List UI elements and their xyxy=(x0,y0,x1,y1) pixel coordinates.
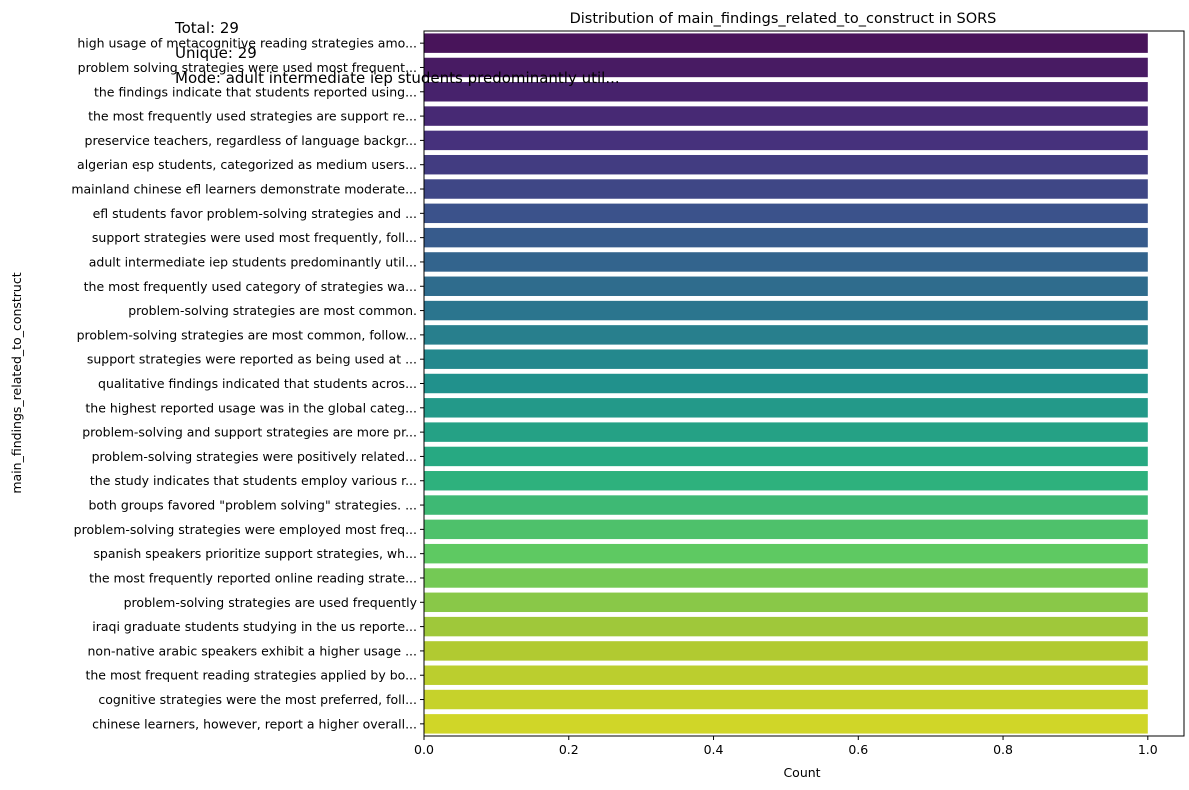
bar xyxy=(424,349,1148,369)
x-tick-label: 0.6 xyxy=(848,742,868,757)
bar xyxy=(424,154,1148,175)
y-tick-label: qualitative findings indicated that stud… xyxy=(98,376,417,391)
bar xyxy=(424,130,1148,151)
x-tick-label: 0.4 xyxy=(704,742,724,757)
y-tick-label: algerian esp students, categorized as me… xyxy=(77,157,417,172)
y-tick-label: the most frequently used category of str… xyxy=(84,279,417,294)
y-tick-label: problem-solving strategies are most comm… xyxy=(77,327,417,342)
y-tick-label: adult intermediate iep students predomin… xyxy=(89,254,417,269)
y-tick-label: the highest reported usage was in the gl… xyxy=(85,400,417,415)
stats-total: Total: 29 xyxy=(175,19,239,37)
y-tick-label: non-native arabic speakers exhibit a hig… xyxy=(88,643,418,658)
y-tick-label: support strategies were reported as bein… xyxy=(87,352,417,367)
y-tick-label: mainland chinese efl learners demonstrat… xyxy=(71,182,417,197)
y-tick-label: spanish speakers prioritize support stra… xyxy=(93,546,417,561)
stats-unique: Unique: 29 xyxy=(175,44,257,62)
bar xyxy=(424,106,1148,126)
bar xyxy=(424,373,1148,394)
bar xyxy=(424,82,1148,102)
bar xyxy=(424,471,1148,491)
bar xyxy=(424,446,1148,467)
bar xyxy=(424,689,1148,710)
y-tick-label: support strategies were used most freque… xyxy=(92,230,417,245)
bar xyxy=(424,252,1148,272)
stats-mode: Mode: adult intermediate iep students pr… xyxy=(175,69,620,87)
bar xyxy=(424,568,1148,588)
bar xyxy=(424,227,1148,248)
y-tick-label: problem-solving strategies were positive… xyxy=(92,449,417,464)
x-ticks: 0.0 0.2 0.4 0.6 0.8 1.0 xyxy=(414,736,1158,757)
x-axis-label: Count xyxy=(783,765,820,780)
y-tick-label: both groups favored "problem solving" st… xyxy=(88,498,417,513)
y-tick-label: efl students favor problem-solving strat… xyxy=(93,206,417,221)
x-tick-label: 0.2 xyxy=(559,742,579,757)
bar xyxy=(424,665,1148,685)
y-tick-label: cognitive strategies were the most prefe… xyxy=(98,692,417,707)
bars-group xyxy=(424,33,1148,734)
plot-frame xyxy=(423,30,1185,737)
x-tick-label: 0.8 xyxy=(993,742,1013,757)
y-tick-label: problem-solving and support strategies a… xyxy=(82,425,417,440)
y-tick-label: iraqi graduate students studying in the … xyxy=(92,619,417,634)
bar xyxy=(424,300,1148,321)
bar xyxy=(424,543,1148,564)
y-tick-label: problem-solving strategies were employed… xyxy=(74,522,417,537)
bar xyxy=(424,325,1148,345)
chart-title: Distribution of main_findings_related_to… xyxy=(570,11,997,27)
bar xyxy=(424,616,1148,637)
y-tick-label: preservice teachers, regardless of langu… xyxy=(85,133,417,148)
y-tick-label: problem-solving strategies are used freq… xyxy=(124,595,418,610)
y-tick-label: the most frequent reading strategies app… xyxy=(85,668,417,683)
y-tick-label: the most frequently reported online read… xyxy=(89,570,417,585)
bar xyxy=(424,57,1148,78)
y-tick-label: problem solving strategies were used mos… xyxy=(78,60,417,75)
bar xyxy=(424,33,1148,53)
y-tick-label: the most frequently used strategies are … xyxy=(88,109,417,124)
y-tick-label: chinese learners, however, report a high… xyxy=(92,716,417,731)
bar xyxy=(424,519,1148,540)
x-tick-label: 0.0 xyxy=(414,742,434,757)
bar xyxy=(424,179,1148,199)
bar xyxy=(424,495,1148,515)
bar xyxy=(424,276,1148,296)
bar xyxy=(424,592,1148,613)
bar xyxy=(424,398,1148,418)
y-axis-label: main_findings_related_to_construct xyxy=(9,272,24,493)
y-tick-labels: high usage of metacognitive reading stra… xyxy=(71,36,424,731)
y-tick-label: high usage of metacognitive reading stra… xyxy=(77,36,417,51)
bar xyxy=(424,641,1148,661)
bar xyxy=(424,422,1148,442)
bar xyxy=(424,714,1148,734)
y-tick-label: problem-solving strategies are most comm… xyxy=(128,303,417,318)
bar xyxy=(424,203,1148,224)
y-tick-label: the findings indicate that students repo… xyxy=(94,84,417,99)
x-tick-label: 1.0 xyxy=(1138,742,1158,757)
y-tick-label: the study indicates that students employ… xyxy=(90,473,417,488)
